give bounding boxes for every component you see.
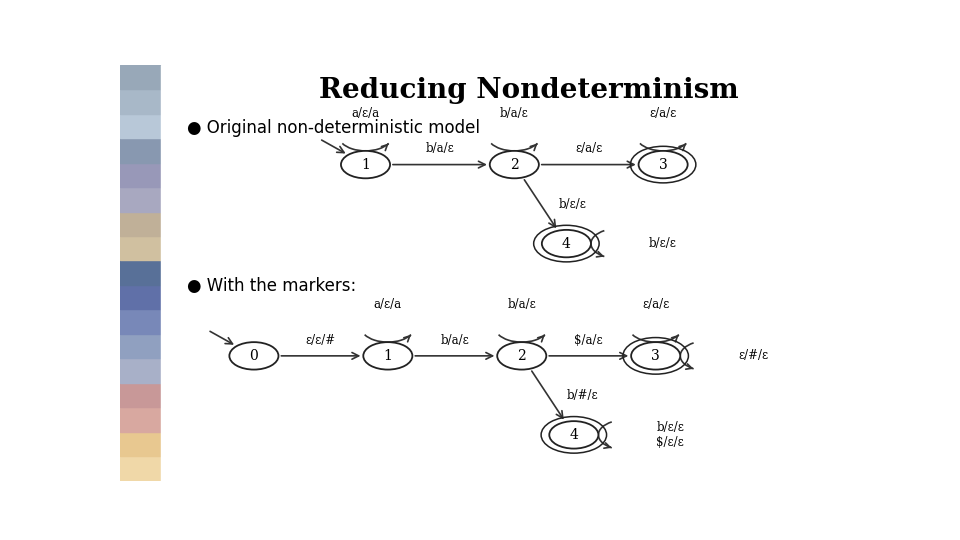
Bar (120, 309, 161, 334)
Text: ε/a/ε: ε/a/ε (650, 107, 677, 120)
Text: 3: 3 (659, 158, 667, 172)
Text: ε/ε/#: ε/ε/# (306, 334, 336, 347)
Bar (120, 285, 161, 309)
Text: b/a/ε: b/a/ε (508, 299, 536, 312)
Bar (120, 138, 161, 163)
Text: ● Original non-deterministic model: ● Original non-deterministic model (187, 119, 480, 137)
Text: ε/#/ε: ε/#/ε (738, 349, 768, 362)
Text: b/ε/ε
$/ε/ε: b/ε/ε $/ε/ε (657, 421, 684, 449)
Text: 4: 4 (562, 237, 571, 251)
Text: 1: 1 (361, 158, 370, 172)
Text: b/#/ε: b/#/ε (566, 389, 598, 402)
Bar (120, 260, 161, 285)
Text: 1: 1 (383, 349, 393, 363)
Text: ε/a/ε: ε/a/ε (642, 299, 669, 312)
Bar (120, 65, 161, 89)
Text: 2: 2 (517, 349, 526, 363)
Text: ● With the markers:: ● With the markers: (187, 277, 356, 295)
Bar (120, 359, 161, 383)
Bar (120, 114, 161, 138)
Bar (120, 383, 161, 407)
Circle shape (497, 342, 546, 369)
Bar (161, 65, 163, 481)
Bar (120, 163, 161, 187)
Text: b/a/ε: b/a/ε (441, 334, 469, 347)
Circle shape (341, 151, 390, 178)
Bar (120, 407, 161, 431)
Text: b/a/ε: b/a/ε (500, 107, 529, 120)
Text: b/ε/ε: b/ε/ε (559, 198, 587, 211)
Bar (120, 456, 161, 481)
Text: ε/a/ε: ε/a/ε (575, 143, 602, 156)
Circle shape (229, 342, 278, 369)
Circle shape (363, 342, 413, 369)
Circle shape (631, 342, 681, 369)
Text: 4: 4 (569, 428, 578, 442)
Text: b/a/ε: b/a/ε (425, 143, 454, 156)
Text: Reducing Nondeterminism: Reducing Nondeterminism (320, 77, 739, 104)
Bar (120, 431, 161, 456)
Text: 0: 0 (250, 349, 258, 363)
Text: 2: 2 (510, 158, 518, 172)
Circle shape (490, 151, 539, 178)
Circle shape (549, 421, 598, 449)
Bar (120, 89, 161, 114)
Text: 3: 3 (651, 349, 660, 363)
Circle shape (541, 230, 591, 258)
Bar (120, 334, 161, 359)
Text: a/ε/a: a/ε/a (351, 107, 379, 120)
Circle shape (638, 151, 687, 178)
Text: a/ε/a: a/ε/a (373, 299, 402, 312)
Bar (120, 212, 161, 236)
Bar (120, 187, 161, 212)
Text: $/a/ε: $/a/ε (574, 334, 603, 347)
Text: b/ε/ε: b/ε/ε (649, 237, 677, 250)
Bar (120, 236, 161, 260)
